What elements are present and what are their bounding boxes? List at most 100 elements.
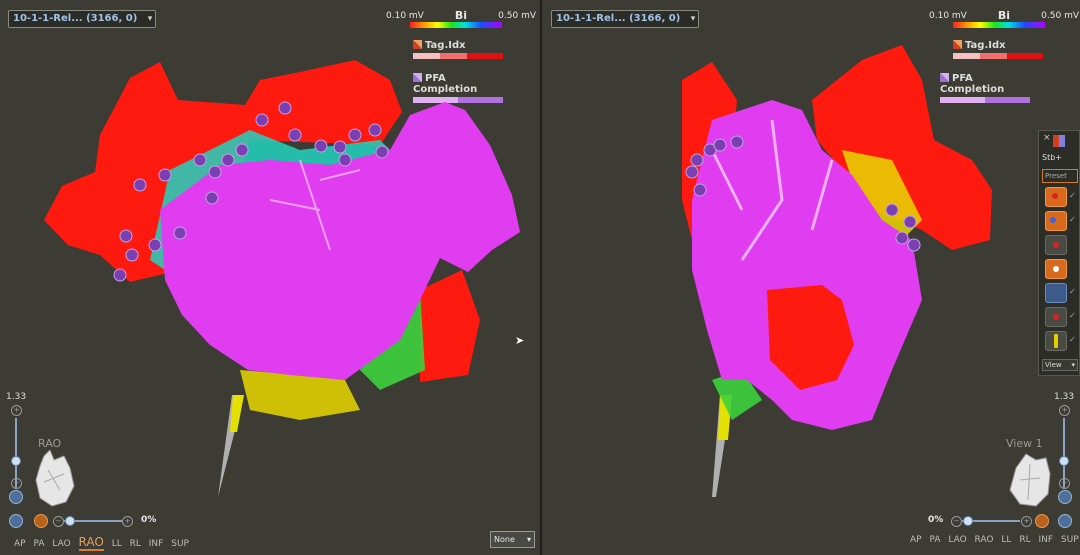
none-dropdown[interactable]: None ▾	[490, 531, 535, 548]
opacity-value: 0%	[928, 515, 944, 525]
zoom-control-right[interactable]: 1.33	[1054, 392, 1080, 402]
legend-high: 0.50 mV	[1041, 11, 1079, 21]
zoom-slider-track[interactable]	[15, 418, 17, 488]
view-sup[interactable]: SUP	[171, 539, 189, 549]
view-pa[interactable]: PA	[33, 539, 45, 549]
chevron-down-icon[interactable]: ✓	[1069, 191, 1076, 200]
opacity-toggle-button[interactable]	[1035, 514, 1049, 528]
opacity-slider-track[interactable]	[64, 520, 122, 522]
zoom-in-icon[interactable]: +	[11, 405, 22, 416]
view-ll[interactable]: LL	[111, 539, 122, 549]
study-selector-text: 10-1-1-Rel... (3166, 0)	[556, 13, 681, 24]
tool-button-5[interactable]	[1045, 283, 1067, 303]
legend-low: 0.10 mV	[386, 11, 424, 21]
tool-button-3[interactable]	[1045, 235, 1067, 255]
voltage-color-bar	[410, 22, 502, 28]
opacity-decrease-icon[interactable]: −	[53, 516, 64, 527]
tool-button-2[interactable]	[1045, 211, 1067, 231]
chevron-down-icon[interactable]: ✓	[1069, 215, 1076, 224]
opacity-value: 0%	[141, 515, 157, 525]
chevron-down-icon[interactable]: ✓	[1069, 287, 1076, 296]
legend-high: 0.50 mV	[498, 11, 536, 21]
rotate-view-button[interactable]	[9, 514, 23, 528]
opacity-slider-handle[interactable]	[65, 516, 75, 526]
zoom-slider-track[interactable]	[1063, 418, 1065, 488]
grid-icon[interactable]	[1053, 135, 1065, 147]
zoom-slider-handle[interactable]	[1059, 456, 1069, 466]
pfa-completion-legend-right[interactable]: PFA Completion	[940, 73, 1030, 103]
map-tools-toolbar[interactable]: × Stb+ Preset ✓ ✓ ✓ ✓ ✓ View ▾	[1038, 130, 1080, 376]
pfa-icon	[413, 73, 422, 82]
map-transition-region	[240, 370, 360, 420]
map-magenta-region	[160, 102, 520, 380]
tag-icon	[953, 40, 962, 49]
cursor-icon: ➤	[515, 334, 525, 347]
view-rao[interactable]: RAO	[974, 535, 994, 545]
right-map-panel[interactable]: 10-1-1-Rel... (3166, 0) ▾ 0.10 mV Bi 0.5…	[542, 0, 1080, 555]
preset-input[interactable]: Preset	[1042, 169, 1078, 183]
legend-name: Bi	[454, 9, 468, 22]
chevron-down-icon: ▾	[1071, 361, 1075, 369]
opacity-increase-icon[interactable]: +	[122, 516, 133, 527]
heart-icon[interactable]	[1006, 450, 1054, 510]
view-pa[interactable]: PA	[929, 535, 941, 545]
tag-color-bar	[413, 53, 503, 59]
zoom-value: 1.33	[6, 392, 27, 402]
left-heart-map[interactable]	[0, 0, 540, 555]
right-heart-map[interactable]	[542, 0, 1080, 555]
zoom-reset-button[interactable]	[1058, 490, 1072, 504]
view-inf[interactable]: INF	[148, 539, 164, 549]
view-ap[interactable]: AP	[14, 539, 26, 549]
tag-index-legend-right[interactable]: Tag.Idx	[953, 40, 1043, 59]
opacity-increase-icon[interactable]: +	[1021, 516, 1032, 527]
view-rl[interactable]: RL	[1019, 535, 1031, 545]
panel-divider[interactable]	[540, 0, 542, 555]
view-inf[interactable]: INF	[1038, 535, 1054, 545]
view-sup[interactable]: SUP	[1060, 535, 1079, 545]
view-rl[interactable]: RL	[129, 539, 141, 549]
study-selector-right[interactable]: 10-1-1-Rel... (3166, 0) ▾	[551, 10, 700, 28]
opacity-slider-track[interactable]	[962, 520, 1020, 522]
zoom-out-icon[interactable]: −	[1059, 478, 1070, 489]
tool-button-7[interactable]	[1045, 331, 1067, 351]
view-dropdown-text: View	[1045, 361, 1062, 369]
map-point-icon	[685, 135, 921, 252]
chevron-down-icon[interactable]: ✓	[1069, 335, 1076, 344]
rotate-view-button[interactable]	[1058, 514, 1072, 528]
view-dropdown[interactable]: View ▾	[1042, 359, 1078, 371]
left-map-panel[interactable]: 10-1-1-Rel... (3166, 0) ▾ 0.10 mV Bi 0.5…	[0, 0, 540, 555]
tool-button-4[interactable]	[1045, 259, 1067, 279]
tag-index-legend-left[interactable]: Tag.Idx	[413, 40, 503, 59]
view-ap[interactable]: AP	[910, 535, 922, 545]
chevron-down-icon[interactable]: ✓	[1069, 311, 1076, 320]
tool-button-6[interactable]	[1045, 307, 1067, 327]
view-preset-bar-left[interactable]: AP PA LAO RAO LL RL INF SUP	[14, 535, 194, 551]
zoom-slider-handle[interactable]	[11, 456, 21, 466]
view-lao[interactable]: LAO	[948, 535, 967, 545]
map-transition-region	[842, 150, 922, 240]
view-preset-bar-right[interactable]: AP PA LAO RAO LL RL INF SUP	[910, 535, 1080, 545]
tool-button-1[interactable]	[1045, 187, 1067, 207]
opacity-decrease-icon[interactable]: −	[951, 516, 962, 527]
heart-icon[interactable]	[30, 450, 78, 510]
opacity-slider-handle[interactable]	[963, 516, 973, 526]
view-rao[interactable]: RAO	[78, 535, 104, 551]
tag-label: Tag.Idx	[425, 40, 466, 51]
zoom-out-icon[interactable]: −	[11, 478, 22, 489]
view-lao[interactable]: LAO	[52, 539, 71, 549]
opacity-toggle-button[interactable]	[34, 514, 48, 528]
map-magenta-region	[692, 100, 922, 430]
none-dropdown-text: None	[494, 535, 515, 544]
pfa-completion-legend-left[interactable]: PFA Completion	[413, 73, 503, 103]
zoom-in-icon[interactable]: +	[1059, 405, 1070, 416]
voltage-legend-left: 0.10 mV Bi 0.50 mV	[386, 9, 536, 28]
pfa-label: PFA Completion	[413, 73, 478, 95]
map-point-icon	[113, 101, 389, 282]
close-icon[interactable]: ×	[1043, 133, 1051, 143]
view-ll[interactable]: LL	[1001, 535, 1012, 545]
zoom-reset-button[interactable]	[9, 490, 23, 504]
study-selector-left[interactable]: 10-1-1-Rel... (3166, 0) ▾	[8, 10, 157, 28]
legend-low: 0.10 mV	[929, 11, 967, 21]
zoom-control-left[interactable]: 1.33	[6, 392, 36, 402]
chevron-down-icon: ▾	[690, 14, 696, 24]
